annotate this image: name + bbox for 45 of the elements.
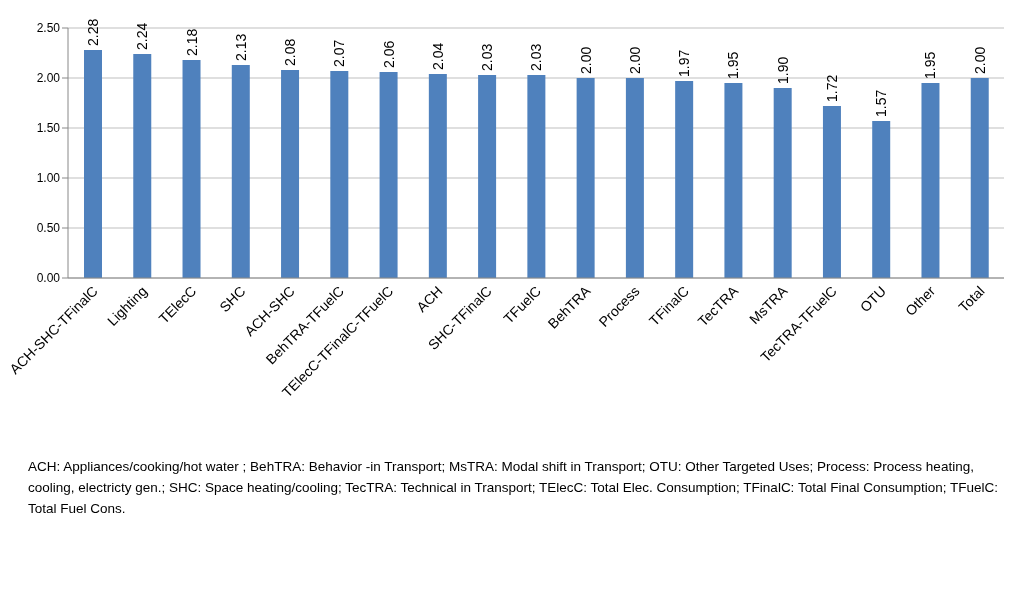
data-label: 2.13: [232, 33, 249, 61]
bar: [773, 88, 792, 278]
data-label: 2.28: [85, 18, 101, 46]
data-label: 1.90: [774, 56, 791, 84]
y-tick-label: 0.50: [36, 221, 61, 236]
data-label: 2.07: [331, 39, 348, 67]
data-label: 1.72: [823, 74, 840, 102]
bar: [576, 78, 595, 278]
bar: [231, 65, 250, 278]
text: ACH: Appliances/cooking/hot water ; BehTRA: Behavior -in Transport; MsTRA: Modal shift in Transport; OTU: Other Targeted Uses; Process: Process heating, cooling, electricty gen.; SHC: Space heating/cooling; TecTRA: Technical in Transport; TElecC: Total Elec. Consumption; TFinalC: Total Final Consumption; TFuelC: Total Fuel Cons.: [27, 458, 999, 518]
bar: [675, 81, 694, 278]
bar: [182, 60, 201, 278]
data-label: 1.97: [676, 49, 693, 77]
data-label: 2.04: [429, 42, 446, 70]
data-label: 2.03: [528, 43, 545, 71]
bar: [478, 75, 497, 278]
bar: [428, 74, 447, 278]
bar: [527, 75, 546, 278]
data-label: 2.00: [626, 46, 643, 74]
bar: [970, 78, 989, 278]
y-tick-label: 1.00: [36, 171, 61, 186]
bar: [84, 50, 102, 278]
data-label: 2.24: [134, 22, 151, 50]
bar: [724, 83, 743, 278]
y-tick-label: 0.00: [36, 271, 61, 286]
data-label: 2.18: [183, 28, 200, 56]
bar: [281, 70, 300, 278]
bar: [872, 121, 891, 278]
data-label: 1.95: [725, 51, 742, 79]
data-label: 2.08: [282, 38, 299, 66]
data-label: 1.95: [922, 51, 939, 79]
bar: [822, 106, 841, 278]
data-label: 2.00: [577, 46, 594, 74]
data-label: 2.06: [380, 40, 397, 68]
data-label: 1.57: [873, 89, 890, 117]
bar: [921, 83, 940, 278]
y-tick-label: 2.50: [36, 21, 61, 36]
y-tick-label: 1.50: [36, 121, 61, 136]
y-tick-label: 2.00: [36, 71, 61, 86]
data-label: 2.03: [479, 43, 496, 71]
bar: [330, 71, 349, 278]
bar: [625, 78, 644, 278]
bar: [133, 54, 152, 278]
bar: [379, 72, 398, 278]
data-label: 2.00: [971, 46, 988, 74]
